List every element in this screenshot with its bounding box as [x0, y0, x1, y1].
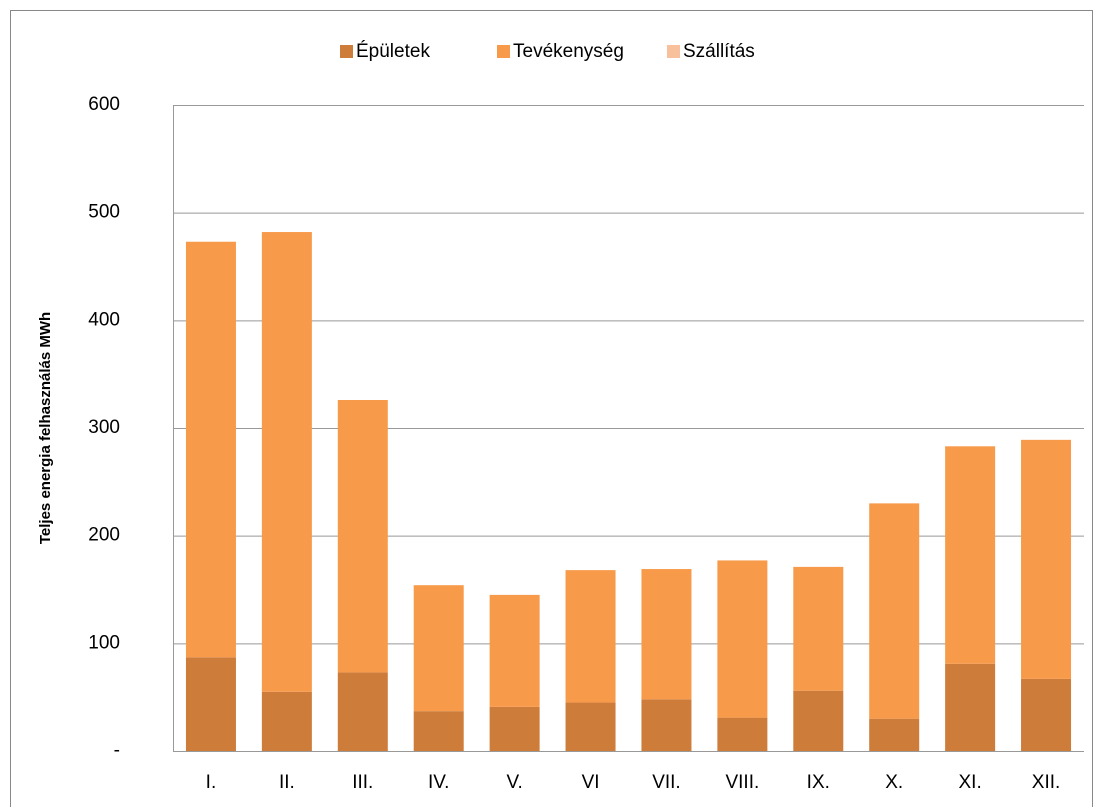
y-tick-label: 600 — [88, 94, 120, 115]
bar-segment — [1021, 678, 1072, 751]
x-tick-label: X. — [885, 772, 903, 793]
bar-segment — [565, 570, 616, 703]
bar-segment — [261, 691, 312, 751]
bar-segment — [717, 560, 768, 718]
y-tick-label: 400 — [88, 309, 120, 330]
x-tick-label: IX. — [807, 772, 830, 793]
x-tick-label: II. — [279, 772, 295, 793]
x-tick-label: I. — [206, 772, 217, 793]
bar-segment — [185, 241, 236, 658]
x-tick-label: VIII. — [725, 772, 759, 793]
bar-segment — [869, 718, 920, 751]
bar-segment — [869, 503, 920, 719]
bar-segment — [337, 672, 388, 751]
bar-segment — [413, 585, 464, 712]
bar-segment — [793, 690, 844, 751]
bar-segment — [565, 702, 616, 751]
bar-segment — [945, 663, 996, 751]
bar-segment — [489, 594, 540, 707]
bar-segment — [261, 232, 312, 692]
x-tick-label: XII. — [1032, 772, 1061, 793]
x-tick-label: IV. — [428, 772, 450, 793]
bar-segment — [793, 566, 844, 691]
x-tick-label: V. — [507, 772, 523, 793]
y-tick-label: 500 — [88, 202, 120, 223]
bar-segment — [641, 569, 692, 700]
legend-label: Tevékenység — [513, 41, 624, 62]
bar-segment — [489, 706, 540, 751]
x-tick-label: VI — [582, 772, 600, 793]
legend-swatch — [497, 45, 510, 58]
x-tick-label: XI. — [959, 772, 982, 793]
legend-swatch — [340, 45, 353, 58]
bar-segment — [185, 657, 236, 751]
x-tick-label: III. — [352, 772, 373, 793]
bar-segment — [945, 446, 996, 664]
y-tick-label: 300 — [88, 417, 120, 438]
bar-segment — [717, 717, 768, 751]
chart-frame — [10, 10, 1093, 807]
bar-segment — [641, 699, 692, 751]
x-tick-label: VII. — [652, 772, 681, 793]
y-axis-title: Teljes energia felhasználás MWh — [37, 312, 54, 544]
y-tick-label: - — [114, 740, 120, 761]
legend-swatch — [667, 45, 680, 58]
bar-segment — [1021, 439, 1072, 679]
bar-segment — [337, 400, 388, 673]
bar-segment — [413, 711, 464, 751]
legend-label: Szállítás — [683, 41, 755, 62]
legend-label: Épületek — [356, 41, 430, 62]
y-tick-label: 100 — [88, 632, 120, 653]
y-tick-label: 200 — [88, 525, 120, 546]
